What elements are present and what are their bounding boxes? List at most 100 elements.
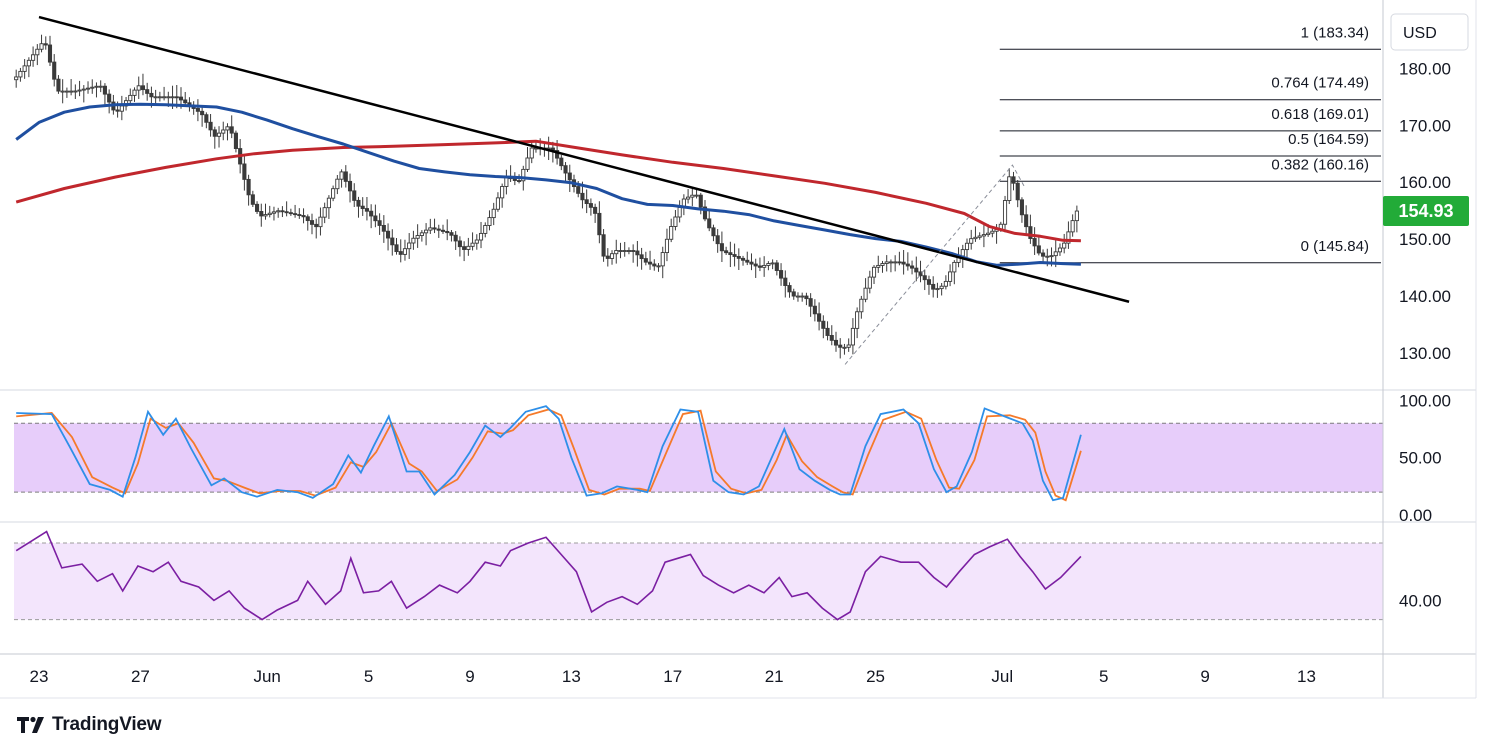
candle-body	[626, 250, 631, 252]
candle-body	[69, 90, 74, 93]
candle-body	[457, 240, 462, 248]
candle-body	[694, 194, 699, 197]
candle-body	[905, 263, 910, 267]
candle-body	[990, 230, 995, 234]
fib-level-label: 0 (145.84)	[1301, 238, 1369, 255]
candle-body	[432, 227, 437, 230]
candle-body	[322, 207, 327, 218]
candle-body	[487, 217, 492, 226]
candle-body	[871, 266, 877, 278]
candle-body	[284, 211, 289, 214]
candle-body	[136, 85, 141, 91]
candle-body	[711, 227, 716, 237]
candle-body	[880, 263, 885, 266]
candle-body	[411, 237, 416, 244]
candle-body	[233, 132, 238, 149]
tradingview-logo-icon	[17, 716, 44, 733]
candle-body	[102, 85, 107, 95]
candle-body	[449, 232, 454, 236]
candle-body	[884, 261, 889, 264]
candle-body	[643, 258, 648, 263]
fib-level-label: 0.764 (174.49)	[1271, 75, 1369, 92]
currency-button[interactable]: USD	[1390, 13, 1469, 51]
candle-body	[166, 96, 171, 99]
time-axis-tick: 21	[765, 667, 784, 686]
candle-body	[753, 263, 758, 267]
candle-body	[829, 335, 834, 341]
time-axis-tick: 9	[1200, 667, 1209, 686]
price-axis[interactable]: 180.00 170.00 160.00 150.00 140.00 130.00	[1399, 59, 1451, 363]
candle-body	[500, 186, 505, 199]
candle-body	[462, 246, 467, 250]
candle-body	[656, 265, 661, 268]
candle-body	[1032, 238, 1037, 247]
candle-body	[838, 344, 843, 348]
candle-body	[1070, 220, 1075, 233]
rsi-axis[interactable]: 40.00	[1399, 591, 1442, 610]
candle-body	[31, 54, 36, 61]
candle-body	[969, 238, 974, 244]
candle-body	[728, 252, 733, 256]
price-axis-tick: 160.00	[1399, 173, 1451, 192]
candle-body	[174, 96, 179, 99]
candle-body	[1066, 231, 1071, 244]
candle-body	[98, 85, 103, 88]
candle-body	[466, 245, 471, 250]
candle-body	[639, 254, 644, 260]
time-axis-tick: 5	[1099, 667, 1108, 686]
candle-body	[808, 298, 813, 307]
candle-body	[428, 227, 433, 231]
trendline[interactable]	[38, 15, 1130, 303]
stochastic-axis[interactable]: 100.00 50.00 0.00	[1399, 391, 1451, 525]
candle-body	[948, 271, 953, 282]
candle-body	[276, 210, 281, 213]
candle-body	[204, 114, 209, 123]
candle-body	[386, 230, 391, 239]
stochastic-band	[14, 423, 1383, 493]
candle-body	[707, 218, 712, 229]
time-axis-tick: 13	[1297, 667, 1316, 686]
candle-body	[140, 85, 146, 91]
candle-body	[128, 94, 133, 102]
tradingview-branding[interactable]: TradingView	[16, 713, 162, 737]
time-axis[interactable]: 23 27 Jun 5 9 13 17 21 25 Jul 5 9 13	[30, 667, 1316, 686]
candle-body	[774, 262, 779, 271]
candle-body	[491, 208, 496, 219]
candle-body	[812, 305, 817, 315]
candle-body	[888, 261, 893, 264]
candle-body	[369, 210, 374, 217]
candle-body	[309, 220, 315, 225]
stochastic-axis-tick: 0.00	[1399, 506, 1432, 525]
candle-body	[331, 188, 336, 199]
candle-body	[170, 96, 175, 99]
candle-body	[910, 265, 915, 269]
candle-body	[94, 85, 99, 88]
candle-body	[931, 283, 936, 290]
candle-body	[580, 192, 585, 201]
candle-body	[664, 238, 670, 254]
candle-body	[512, 178, 517, 181]
candle-body	[212, 129, 217, 137]
candle-body	[529, 147, 534, 159]
candle-body	[18, 70, 23, 78]
candle-body	[474, 239, 479, 244]
candle-body	[81, 88, 86, 91]
candle-body	[648, 261, 653, 265]
candle-body	[407, 242, 412, 250]
fib-level-label: 1 (183.34)	[1301, 24, 1369, 41]
candle-body	[35, 48, 40, 56]
candle-body	[825, 327, 830, 336]
candle-body	[631, 250, 636, 252]
candle-body	[770, 262, 775, 265]
candle-body	[246, 178, 251, 196]
candle-body	[373, 215, 378, 222]
candle-body	[73, 90, 78, 93]
tradingview-wordmark: TradingView	[52, 714, 162, 735]
rsi-axis-tick: 40.00	[1399, 591, 1442, 610]
candle-body	[364, 208, 369, 212]
time-axis-tick: 5	[364, 667, 373, 686]
rsi-line	[15, 530, 1082, 621]
candle-body	[470, 242, 475, 247]
candle-body	[964, 242, 970, 251]
